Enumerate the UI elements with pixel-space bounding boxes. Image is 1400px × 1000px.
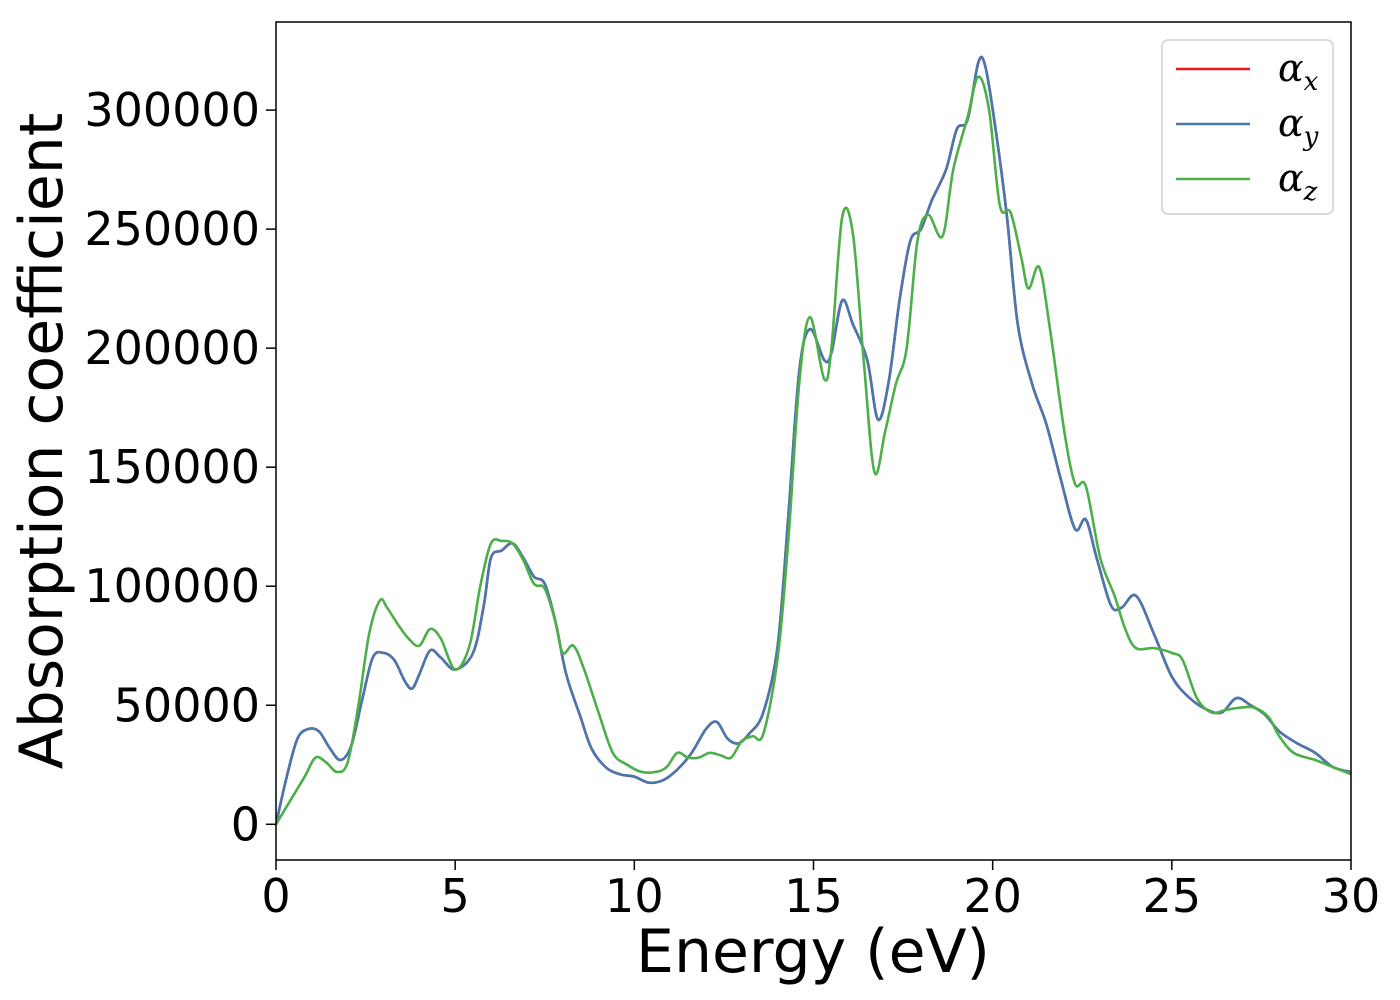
y-tick-label: 300000: [84, 83, 260, 137]
legend-box: [1161, 39, 1334, 215]
y-tick-label: 150000: [84, 440, 260, 494]
y-axis-label: Absorption coefficient: [7, 113, 77, 770]
series-line-alpha-z: [276, 75, 1351, 826]
x-tick-label: 30: [1322, 869, 1381, 923]
x-axis-label: Energy (eV): [636, 917, 990, 987]
x-tick-label: 10: [605, 869, 664, 923]
x-tick-label: 15: [784, 869, 843, 923]
series-layer: [276, 55, 1351, 826]
x-tick-label: 5: [441, 869, 470, 923]
series-line-alpha-y: [276, 55, 1351, 826]
y-tick-label: 0: [231, 797, 260, 851]
y-tick-label: 50000: [114, 678, 260, 732]
y-tick-label: 200000: [84, 321, 260, 375]
y-axis-ticks: 0 50000 100000 150000 200000 250000 300000: [84, 83, 276, 851]
y-tick-label: 250000: [84, 202, 260, 256]
x-tick-label: 20: [963, 869, 1022, 923]
x-tick-label: 0: [261, 869, 290, 923]
x-axis-ticks: 0 5 10 15 20 25 30: [261, 860, 1380, 923]
legend-label-alpha-z: αz: [1278, 156, 1318, 207]
y-tick-label: 100000: [84, 559, 260, 613]
x-tick-label: 25: [1143, 869, 1202, 923]
